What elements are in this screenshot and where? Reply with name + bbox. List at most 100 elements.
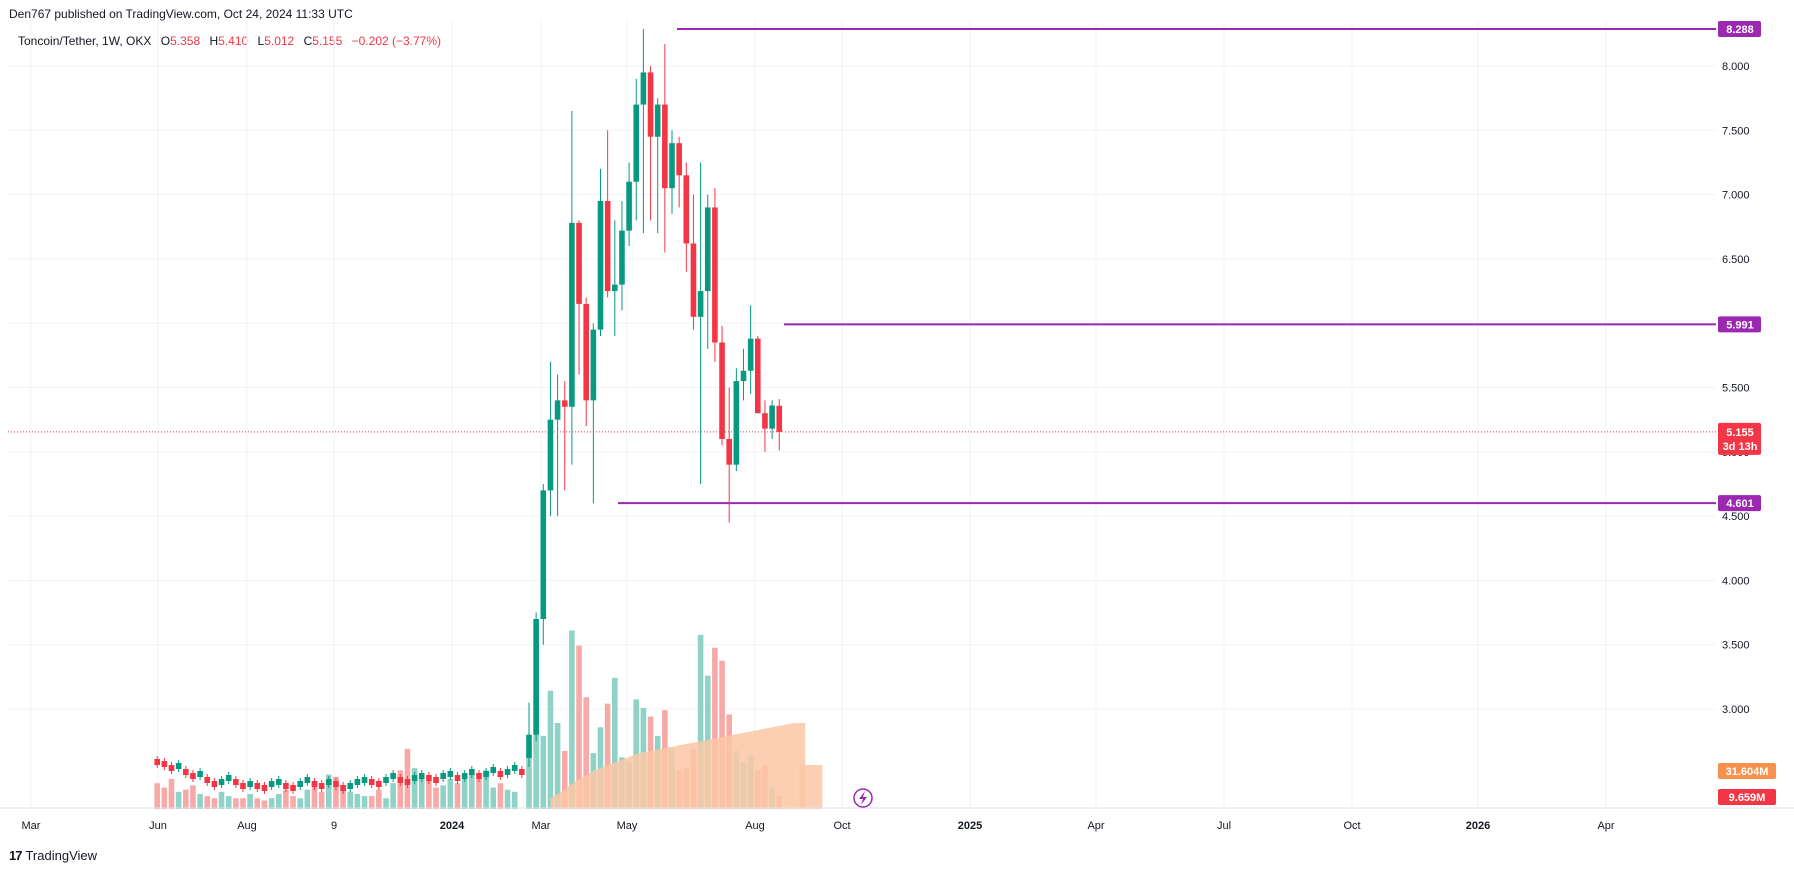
low-value: 5.012 <box>264 34 295 48</box>
candlesticks <box>154 28 783 794</box>
volume-bar <box>204 796 211 809</box>
volume-bar <box>547 690 554 809</box>
candle-body <box>755 338 761 414</box>
candle-body <box>504 769 511 775</box>
volume-bar <box>304 789 311 809</box>
axis-labels: 8.288 5.991 4.601 5.155 3d 13h 31.604M 9.659M <box>1718 20 1776 805</box>
candle-body <box>647 72 654 137</box>
candle-body <box>175 763 182 769</box>
price-tick-label: 4.500 <box>1722 511 1750 523</box>
time-tick-label: Mar <box>532 820 551 832</box>
change-value: −0.202 (−3.77%) <box>351 34 442 48</box>
price-tick-label: 5.500 <box>1722 383 1750 395</box>
volume-bar <box>218 791 225 809</box>
price-tick-label: 6.500 <box>1722 254 1750 266</box>
candle-body <box>547 419 554 491</box>
candle-body <box>669 143 675 189</box>
volume-bar <box>461 776 468 809</box>
candle-body <box>640 72 647 105</box>
time-tick-label: Mar <box>22 820 41 832</box>
volume-bar <box>183 789 189 809</box>
candle-body <box>311 781 318 787</box>
time-tick-label: 2024 <box>440 820 465 832</box>
time-tick-label: Apr <box>1597 820 1614 832</box>
candle-body <box>411 775 418 781</box>
volume-bar <box>540 735 547 809</box>
volume-bar <box>161 787 168 809</box>
volume-bar <box>454 783 461 809</box>
candle-body <box>390 773 396 779</box>
volume-bar <box>297 798 303 809</box>
volume-bar <box>390 783 396 809</box>
time-tick-label: Jul <box>1217 820 1231 832</box>
candle-body <box>690 243 697 317</box>
candle-body <box>268 781 275 787</box>
candle-body <box>612 284 618 292</box>
volume-bar <box>368 796 375 809</box>
volume-bar <box>283 789 289 809</box>
volume-bar <box>247 793 253 809</box>
candle-body <box>454 775 461 781</box>
candle-body <box>440 773 446 779</box>
volume-bar <box>511 791 518 809</box>
time-tick-label: Jun <box>149 820 167 832</box>
volume-bar <box>612 677 618 809</box>
candle-body <box>626 181 632 231</box>
volume-bar <box>504 789 511 809</box>
volume-label-text: 31.604M <box>1726 766 1769 778</box>
candle-body <box>397 777 404 783</box>
volume-bar <box>583 697 589 809</box>
candle-body <box>554 400 561 420</box>
candle-body <box>726 438 732 465</box>
price-tick-label: 8.000 <box>1722 61 1750 73</box>
countdown-text: 3d 13h <box>1723 441 1758 453</box>
high-key: H <box>209 34 219 48</box>
volume-bar <box>447 778 454 809</box>
volume-bar <box>354 793 361 809</box>
last-price-text: 5.155 <box>1726 427 1754 439</box>
volume-bar <box>719 660 725 809</box>
volume-bar <box>604 703 611 809</box>
volume-bar <box>290 796 296 809</box>
volume-bar <box>240 798 246 809</box>
candle-body <box>404 779 411 785</box>
price-label-text: 4.601 <box>1726 498 1754 510</box>
high-value: 5.410 <box>218 34 249 48</box>
candle-body <box>654 104 661 137</box>
volume-bar <box>561 750 568 809</box>
volume-bar <box>433 787 439 809</box>
volume-bar <box>383 798 389 809</box>
candle-body <box>762 413 768 429</box>
candle-body <box>211 781 218 787</box>
price-label-box <box>1718 20 1761 37</box>
lightning-icon[interactable] <box>853 788 873 808</box>
time-tick-label: 2026 <box>1466 820 1490 832</box>
volume-bar <box>197 793 203 809</box>
footer-brand-text: TradingView <box>25 848 98 863</box>
open-key: O <box>160 34 171 48</box>
volume-bar <box>697 634 704 809</box>
volume-bar <box>254 798 261 809</box>
symbol-name[interactable]: Toncoin/Tether, 1W, OKX <box>18 34 152 48</box>
candle-body <box>769 405 775 429</box>
volume-ma-fill <box>550 723 806 809</box>
footer-brand: 17 TradingView <box>9 848 97 863</box>
volume-bar <box>633 699 640 809</box>
volume-label-box <box>1718 789 1776 805</box>
candle-body <box>540 490 547 619</box>
volume-bar <box>418 776 425 809</box>
candle-body <box>483 771 489 777</box>
candle-body <box>383 777 389 783</box>
candle-body <box>511 765 518 771</box>
candle-body <box>497 771 504 777</box>
candle-body <box>433 777 439 783</box>
close-value: 5.155 <box>312 34 343 48</box>
candle-body <box>318 783 325 789</box>
candle-body <box>218 779 225 785</box>
volume-bar <box>569 630 575 809</box>
candle-body <box>304 777 311 783</box>
volume-bar <box>261 800 268 809</box>
price-tick-label: 7.000 <box>1722 190 1750 202</box>
candle-body <box>590 329 597 401</box>
